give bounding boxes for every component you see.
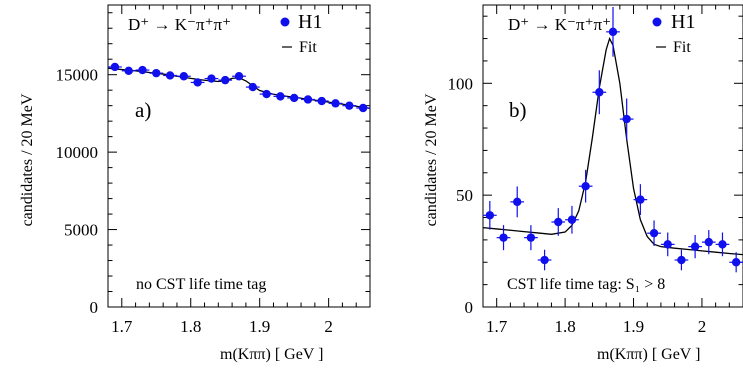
panel-a-x-tick-label: 1.9 <box>249 317 270 336</box>
panel-a-y-axis-label: candidates / 20 MeV <box>19 93 36 226</box>
panel-a-data-point <box>193 78 202 87</box>
panel-a-data-point <box>165 71 175 80</box>
panel-b-data-point <box>636 195 645 204</box>
panel-b-data-point <box>595 88 604 97</box>
panel-b-data-point <box>622 114 631 124</box>
panel-a-annotation: no CST life time tag <box>136 276 266 293</box>
panel-b-legend-data-marker <box>652 17 662 27</box>
panel-a-data-point <box>124 66 133 76</box>
panel-b-x-tick-label: 1.8 <box>554 317 575 336</box>
panel-b-panel-label: b) <box>509 98 527 122</box>
panel-b-annotation: CST life time tag: S₁ > 8 <box>507 276 665 293</box>
panel-b-x-tick-label: 1.9 <box>623 317 644 336</box>
panel-b: 1.7 1.8 1.9 2 0 50 100 m(Kππ) [ GeV ] candidat… <box>423 4 743 363</box>
panel-b-data-point <box>731 258 741 267</box>
panel-a-data-point <box>345 101 354 110</box>
panel-b-data-point <box>554 217 563 227</box>
panel-a-y-tick-label: 10000 <box>56 143 99 162</box>
panel-b-frame <box>482 4 743 308</box>
panel-b-data-point <box>690 242 700 251</box>
panel-b-marks <box>483 7 743 273</box>
panel-a-legend-data-label: H1 <box>298 11 322 33</box>
panel-b-data-point <box>718 240 727 249</box>
panel-a-x-axis-label: m(Kππ) [ GeV ] <box>220 346 323 363</box>
panel-b-data-point <box>704 237 713 247</box>
panel-b-legend-fit-label: Fit <box>673 39 691 56</box>
panel-a-data-point <box>110 62 120 72</box>
panel-b-y-tick-label: 0 <box>465 298 474 317</box>
panel-a-data-point <box>289 93 299 103</box>
panel-a-plot-area <box>108 62 370 113</box>
panel-a-data-point <box>276 92 285 101</box>
panel-b-data-point <box>608 27 618 37</box>
panel-b-y-tick-label: 50 <box>456 186 473 205</box>
panel-a-data-point <box>207 74 216 83</box>
panel-a-data-point <box>358 103 368 113</box>
panel-b-reaction-title: D⁺ → K⁻π⁺π⁺ <box>508 15 611 34</box>
panel-a-data-point <box>248 82 257 92</box>
panel-b-fit-curve <box>483 36 743 256</box>
panel-b-data-point <box>513 197 522 207</box>
panel-b-x-axis-label: m(Kππ) [ GeV ] <box>597 346 700 363</box>
panel-a-data-point <box>317 96 326 106</box>
panel-b-x-tick-label: 2 <box>698 317 707 336</box>
panel-a-legend: H1 Fit <box>280 11 322 56</box>
panel-a-x-tick-label: 1.7 <box>111 317 133 336</box>
panel-b-data-point <box>567 215 577 224</box>
panel-b-data-point <box>499 233 508 242</box>
panel-a-x-tick-label: 1.8 <box>180 317 201 336</box>
panel-a-marks <box>108 62 370 113</box>
panel-a-tick-labels: 1.7 1.8 1.9 2 0 5000 10000 15000 <box>56 66 333 336</box>
panel-b-data-point <box>677 255 686 265</box>
panel-a-data-point <box>152 68 161 78</box>
panel-a-data-point <box>303 95 313 104</box>
panel-a-ticks <box>107 5 371 308</box>
panel-a-data-point <box>331 99 340 108</box>
panel-b-y-axis-label: candidates / 20 MeV <box>423 93 440 226</box>
panel-a-y-tick-label: 5000 <box>64 221 98 240</box>
panel-b-plot-area <box>483 7 743 273</box>
panel-a-y-tick-label: 15000 <box>56 66 99 85</box>
panel-b-data-point <box>540 255 549 265</box>
panel-b-data-point <box>663 240 672 249</box>
panel-a: 1.7 1.8 1.9 2 0 5000 10000 15000 m(Kππ) [ GeV ]… <box>19 4 371 363</box>
panel-a-data-point <box>221 75 230 85</box>
panel-b-y-tick-label: 100 <box>448 74 474 93</box>
panel-a-legend-data-marker <box>280 17 290 27</box>
panel-a-legend-fit-label: Fit <box>299 39 317 56</box>
panel-a-frame <box>107 4 371 308</box>
panel-b-data-point <box>526 233 536 242</box>
panel-a-data-point <box>179 72 189 81</box>
panel-a-data-point <box>234 72 244 81</box>
panel-b-data-point <box>485 211 495 220</box>
panel-a-data-point <box>138 65 147 75</box>
panel-b-legend-data-label: H1 <box>671 11 695 33</box>
panel-b-data-point <box>649 228 659 238</box>
panel-b-x-tick-label: 1.7 <box>486 317 508 336</box>
panel-a-data-point <box>262 89 271 99</box>
panel-a-y-tick-label: 0 <box>90 298 99 317</box>
panel-b-legend: H1 Fit <box>652 11 695 56</box>
panel-b-tick-labels: 1.7 1.8 1.9 2 0 50 100 <box>448 74 707 336</box>
panel-a-x-tick-label: 2 <box>324 317 333 336</box>
panel-b-ticks <box>482 5 743 308</box>
panel-b-data-point <box>581 182 590 191</box>
panel-a-reaction-title: D⁺ → K⁻π⁺π⁺ <box>128 15 231 34</box>
panel-a-panel-label: a) <box>135 98 151 122</box>
